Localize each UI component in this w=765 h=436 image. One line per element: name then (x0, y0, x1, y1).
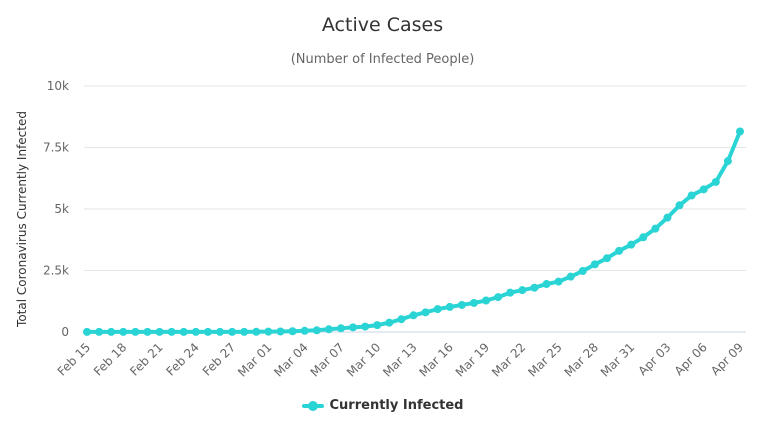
x-tick-label: Feb 15 (55, 340, 93, 378)
data-point[interactable] (373, 321, 382, 330)
data-point[interactable] (131, 327, 140, 336)
data-point[interactable] (276, 327, 285, 336)
data-point[interactable] (312, 326, 321, 335)
data-point[interactable] (530, 283, 539, 292)
data-point[interactable] (240, 327, 249, 336)
data-point[interactable] (385, 318, 394, 327)
data-point[interactable] (107, 327, 116, 336)
data-point[interactable] (663, 213, 672, 222)
data-point[interactable] (687, 191, 696, 200)
series-currently-infected (83, 127, 744, 336)
y-tick-label: 5k (54, 202, 69, 216)
y-tick-label: 10k (47, 79, 69, 93)
data-point[interactable] (191, 327, 200, 336)
data-point[interactable] (216, 327, 225, 336)
x-tick-label: Apr 06 (672, 340, 710, 378)
data-point[interactable] (639, 233, 648, 242)
data-point[interactable] (421, 308, 430, 317)
data-point[interactable] (361, 322, 370, 331)
y-tick-label: 7.5k (43, 141, 69, 155)
data-point[interactable] (324, 325, 333, 334)
x-tick-label: Mar 25 (525, 340, 564, 379)
y-tick-label: 2.5k (43, 264, 69, 278)
x-tick-label: Feb 18 (91, 340, 129, 378)
x-tick-label: Mar 13 (380, 340, 419, 379)
data-point[interactable] (252, 327, 261, 336)
legend-dot-marker (307, 400, 318, 411)
data-point[interactable] (83, 327, 91, 336)
grid-lines (84, 85, 746, 271)
data-point[interactable] (542, 280, 551, 289)
series-line (85, 129, 742, 334)
x-tick-label: Mar 04 (271, 340, 310, 379)
data-point[interactable] (288, 327, 297, 336)
legend-label-currently-infected[interactable]: Currently Infected (329, 398, 464, 413)
data-point[interactable] (264, 327, 273, 336)
data-point[interactable] (554, 277, 563, 286)
data-point[interactable] (494, 293, 503, 302)
data-point[interactable] (349, 323, 358, 332)
data-point[interactable] (300, 326, 309, 335)
chart-subtitle: (Number of Infected People) (290, 52, 475, 67)
data-point[interactable] (143, 327, 152, 336)
x-tick-label: Mar 10 (344, 340, 383, 379)
legend-symbol-currently-infected[interactable] (301, 400, 324, 412)
x-tick-label: Feb 27 (200, 340, 238, 378)
x-tick-label: Mar 22 (489, 340, 528, 379)
data-point[interactable] (228, 327, 237, 336)
data-point[interactable] (155, 327, 164, 336)
data-point[interactable] (675, 201, 684, 210)
data-point[interactable] (409, 311, 418, 320)
data-point[interactable] (699, 185, 708, 194)
y-axis-tick-labels: 0 2.5k 5k 7.5k 10k (43, 79, 69, 339)
x-tick-label: Mar 19 (453, 340, 492, 379)
data-point[interactable] (711, 177, 720, 186)
data-point[interactable] (506, 288, 515, 297)
chart-title: Active Cases (321, 14, 444, 36)
data-point[interactable] (651, 224, 660, 233)
data-point[interactable] (119, 327, 128, 336)
data-point[interactable] (578, 266, 587, 275)
legend: Currently Infected (0, 398, 765, 413)
data-point[interactable] (445, 302, 454, 311)
data-point[interactable] (433, 305, 442, 314)
data-point[interactable] (167, 327, 176, 336)
data-point[interactable] (518, 286, 527, 295)
data-point[interactable] (590, 260, 599, 269)
x-tick-label: Mar 01 (235, 340, 274, 379)
x-tick-label: Apr 09 (708, 340, 746, 378)
data-point[interactable] (179, 327, 188, 336)
data-point[interactable] (95, 327, 104, 336)
data-point[interactable] (203, 327, 212, 336)
x-tick-label: Apr 03 (635, 340, 673, 378)
data-point[interactable] (602, 254, 611, 263)
data-point[interactable] (736, 127, 744, 136)
x-tick-label: Feb 24 (164, 340, 202, 378)
data-point[interactable] (457, 300, 466, 309)
data-point[interactable] (482, 296, 491, 305)
data-point[interactable] (723, 157, 732, 166)
x-tick-label: Feb 21 (127, 340, 165, 378)
y-tick-label: 0 (61, 325, 69, 339)
data-point[interactable] (566, 272, 575, 281)
data-point[interactable] (336, 324, 345, 333)
x-tick-label: Mar 07 (308, 340, 347, 379)
x-tick-label: Mar 28 (562, 340, 601, 379)
x-tick-label: Mar 31 (598, 340, 637, 379)
data-point[interactable] (397, 315, 406, 324)
y-axis-title: Total Coronavirus Currently Infected (15, 111, 29, 328)
data-point[interactable] (627, 240, 636, 249)
x-tick-label: Mar 16 (416, 340, 455, 379)
data-point[interactable] (469, 298, 478, 307)
data-point[interactable] (615, 246, 624, 255)
